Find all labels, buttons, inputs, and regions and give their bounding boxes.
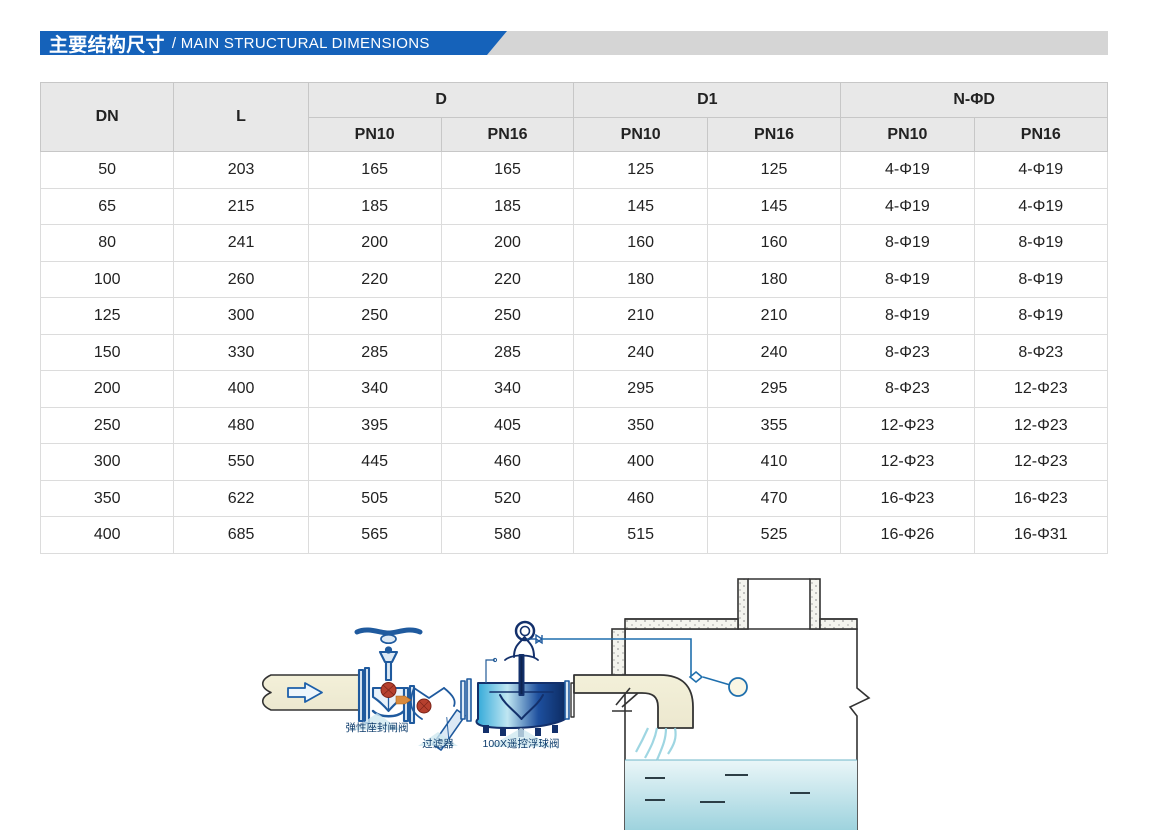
svg-text:100X遥控浮球阀: 100X遥控浮球阀 xyxy=(482,737,559,750)
svg-text:弹性座封闸阀: 弹性座封闸阀 xyxy=(346,721,409,734)
svg-text:过滤器: 过滤器 xyxy=(422,737,454,750)
